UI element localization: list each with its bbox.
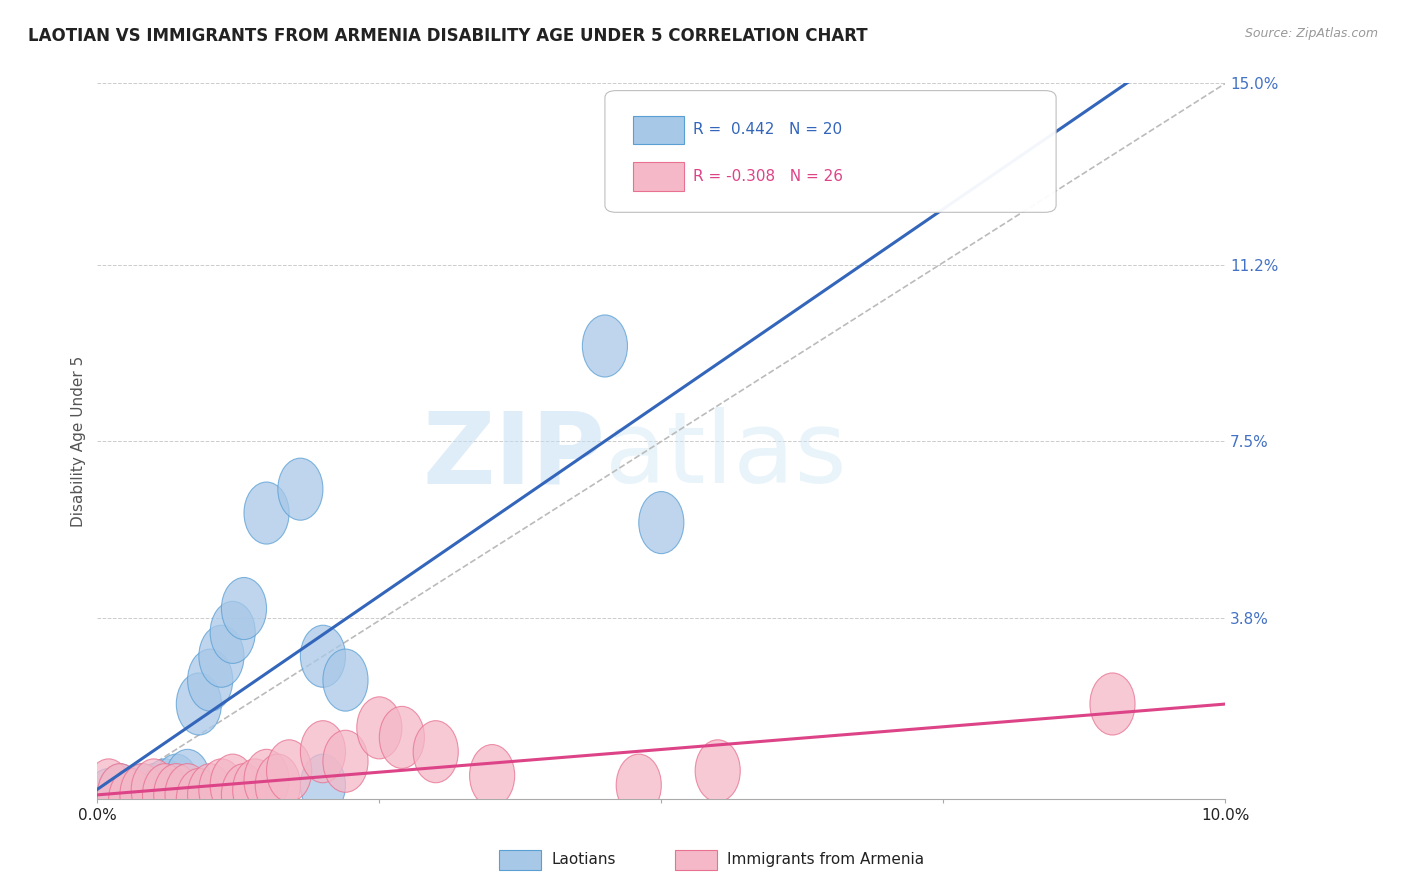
Ellipse shape bbox=[97, 764, 142, 826]
Text: ZIP: ZIP bbox=[422, 408, 605, 504]
Ellipse shape bbox=[131, 759, 176, 821]
FancyBboxPatch shape bbox=[605, 91, 1056, 212]
Ellipse shape bbox=[695, 739, 741, 802]
Ellipse shape bbox=[176, 768, 221, 830]
Ellipse shape bbox=[187, 649, 233, 711]
Ellipse shape bbox=[413, 721, 458, 783]
Ellipse shape bbox=[1090, 673, 1135, 735]
Ellipse shape bbox=[233, 759, 278, 821]
Ellipse shape bbox=[221, 764, 267, 826]
Ellipse shape bbox=[301, 625, 346, 687]
Ellipse shape bbox=[245, 482, 290, 544]
Ellipse shape bbox=[582, 315, 627, 377]
Ellipse shape bbox=[256, 754, 301, 816]
Text: atlas: atlas bbox=[605, 408, 846, 504]
Ellipse shape bbox=[108, 768, 153, 830]
Ellipse shape bbox=[108, 768, 153, 830]
Ellipse shape bbox=[245, 749, 290, 812]
Text: Source: ZipAtlas.com: Source: ZipAtlas.com bbox=[1244, 27, 1378, 40]
Ellipse shape bbox=[198, 625, 245, 687]
FancyBboxPatch shape bbox=[633, 162, 683, 191]
Ellipse shape bbox=[470, 745, 515, 806]
Ellipse shape bbox=[380, 706, 425, 768]
Y-axis label: Disability Age Under 5: Disability Age Under 5 bbox=[72, 356, 86, 527]
Ellipse shape bbox=[153, 754, 198, 816]
Text: Immigrants from Armenia: Immigrants from Armenia bbox=[727, 853, 924, 867]
Ellipse shape bbox=[86, 759, 131, 821]
Ellipse shape bbox=[187, 764, 233, 826]
Ellipse shape bbox=[616, 754, 661, 816]
Ellipse shape bbox=[131, 764, 176, 826]
Ellipse shape bbox=[278, 458, 323, 520]
Ellipse shape bbox=[221, 577, 267, 640]
Ellipse shape bbox=[209, 754, 256, 816]
Text: R = -0.308   N = 26: R = -0.308 N = 26 bbox=[693, 169, 844, 184]
Ellipse shape bbox=[153, 764, 198, 826]
Ellipse shape bbox=[120, 764, 165, 826]
Ellipse shape bbox=[323, 731, 368, 792]
Ellipse shape bbox=[638, 491, 683, 554]
Ellipse shape bbox=[165, 749, 209, 812]
Text: LAOTIAN VS IMMIGRANTS FROM ARMENIA DISABILITY AGE UNDER 5 CORRELATION CHART: LAOTIAN VS IMMIGRANTS FROM ARMENIA DISAB… bbox=[28, 27, 868, 45]
Ellipse shape bbox=[142, 764, 187, 826]
Ellipse shape bbox=[301, 754, 346, 816]
Ellipse shape bbox=[97, 764, 142, 826]
Ellipse shape bbox=[176, 673, 221, 735]
Ellipse shape bbox=[209, 601, 256, 664]
Ellipse shape bbox=[357, 697, 402, 759]
Ellipse shape bbox=[86, 768, 131, 830]
Ellipse shape bbox=[267, 739, 312, 802]
Ellipse shape bbox=[120, 764, 165, 826]
Ellipse shape bbox=[198, 759, 245, 821]
Ellipse shape bbox=[165, 764, 209, 826]
Ellipse shape bbox=[301, 721, 346, 783]
Ellipse shape bbox=[142, 759, 187, 821]
Ellipse shape bbox=[323, 649, 368, 711]
Text: R =  0.442   N = 20: R = 0.442 N = 20 bbox=[693, 122, 842, 137]
FancyBboxPatch shape bbox=[633, 116, 683, 145]
Text: Laotians: Laotians bbox=[551, 853, 616, 867]
